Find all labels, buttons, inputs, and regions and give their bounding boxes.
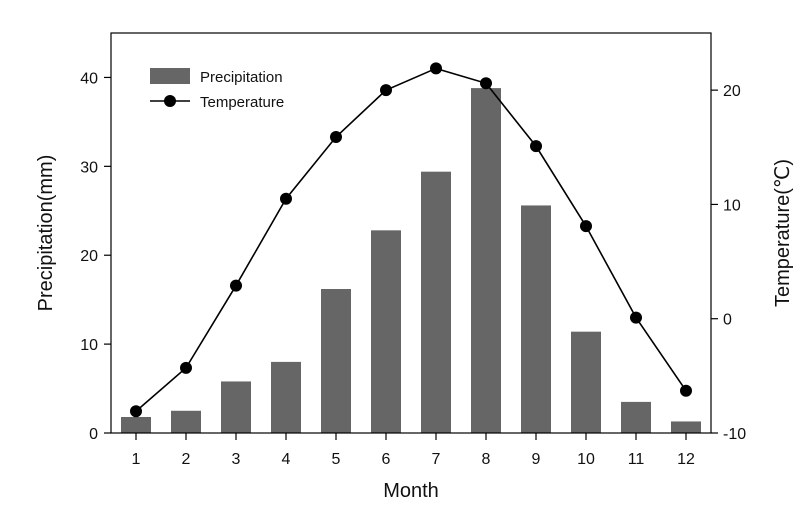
temperature-point-10 (580, 220, 592, 233)
y2-tick-label-0: 0 (723, 312, 732, 329)
y-axis-right-title: Temperature(℃) (772, 159, 794, 307)
y-axis-left-title: Precipitation(mm) (35, 155, 57, 312)
x-axis: 1 2 3 4 5 6 7 8 9 10 11 12 (132, 433, 695, 468)
temperature-point-4 (280, 192, 292, 205)
x-tick-label-1: 1 (132, 451, 141, 468)
temperature-point-3 (230, 279, 242, 292)
precipitation-bars (121, 88, 701, 433)
temperature-line (135, 67, 687, 412)
temperature-point-6 (380, 84, 392, 97)
temperature-point-5 (330, 131, 342, 143)
legend: Precipitation Temperature (150, 68, 284, 111)
precipitation-bar-2 (171, 410, 201, 433)
precipitation-bar-12 (671, 421, 701, 433)
x-tick-label-5: 5 (332, 451, 341, 468)
x-tick-label-4: 4 (282, 451, 291, 468)
x-tick-label-6: 6 (382, 451, 391, 468)
temperature-line-layer (130, 62, 692, 418)
precipitation-bar-3 (221, 381, 251, 433)
precipitation-bar-4 (271, 361, 301, 433)
temperature-point-1 (130, 405, 142, 418)
x-tick-label-11: 11 (628, 451, 645, 468)
y2-tick-label--10: -10 (723, 426, 746, 443)
precipitation-bar-10 (571, 331, 601, 433)
y-tick-label-10: 10 (80, 337, 98, 354)
legend-precipitation-label: Precipitation (200, 69, 283, 86)
precipitation-bar-6 (371, 230, 401, 433)
x-axis-title: Month (383, 480, 439, 502)
y-axis-right: -10 0 10 20 (711, 83, 746, 443)
x-tick-label-7: 7 (432, 451, 441, 468)
legend-temperature-label: Temperature (200, 94, 284, 111)
legend-precipitation-swatch (150, 68, 190, 84)
temperature-point-2 (180, 361, 192, 374)
precipitation-bar-7 (421, 171, 451, 433)
temperature-point-7 (430, 62, 442, 75)
x-tick-label-9: 9 (532, 451, 541, 468)
x-tick-label-3: 3 (232, 451, 241, 468)
y-tick-label-30: 30 (80, 159, 98, 176)
precipitation-bar-9 (521, 205, 551, 433)
temperature-point-11 (630, 311, 642, 324)
precipitation-bar-5 (321, 289, 351, 433)
temperature-point-12 (680, 384, 692, 397)
y-axis-left: 0 10 20 30 40 (80, 70, 111, 443)
temperature-point-9 (530, 140, 542, 153)
x-tick-label-12: 12 (677, 451, 695, 468)
x-tick-label-2: 2 (182, 451, 191, 468)
plot-frame (110, 32, 712, 434)
legend-temperature-marker (164, 95, 176, 107)
precipitation-bar-8 (471, 88, 501, 433)
x-tick-label-8: 8 (482, 451, 491, 468)
y-tick-label-20: 20 (80, 248, 98, 265)
precipitation-bar-1 (121, 417, 151, 433)
y2-tick-label-20: 20 (723, 83, 741, 100)
y2-tick-label-10: 10 (723, 197, 741, 214)
x-tick-label-10: 10 (577, 451, 595, 468)
y-tick-label-40: 40 (80, 70, 98, 87)
temperature-point-8 (480, 77, 492, 90)
precipitation-bar-11 (621, 401, 651, 433)
y-tick-label-0: 0 (89, 426, 98, 443)
